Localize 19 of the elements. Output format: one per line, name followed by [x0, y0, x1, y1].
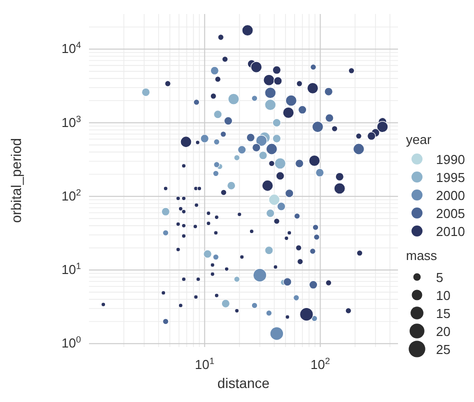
y-tick-label: 10$^{0}$: [62, 334, 81, 351]
legend-label: 2010: [436, 224, 465, 238]
legend-label: 15: [436, 306, 450, 320]
legend-label: 5: [436, 270, 444, 284]
legend-label: 2000: [436, 188, 465, 202]
legend-label: 10: [436, 288, 450, 302]
legend-label: 2005: [436, 206, 465, 220]
text: mass: [406, 248, 438, 263]
y-tick-label: 10$^{1}$: [62, 261, 81, 278]
legend-title: year: [406, 132, 432, 147]
y-tick-label: 10$^{4}$: [62, 40, 81, 56]
legend-label: 1990: [436, 152, 465, 166]
legend-label: 1995: [436, 170, 465, 184]
y-axis-title: orbital_period: [8, 138, 24, 223]
legend-label: 20: [436, 324, 450, 338]
y-tick-label: 10$^{3}$: [62, 114, 81, 130]
legend-label: 25: [436, 342, 450, 356]
y-tick-label: 10$^{2}$: [62, 187, 81, 204]
x-axis-title: distance: [217, 375, 270, 391]
